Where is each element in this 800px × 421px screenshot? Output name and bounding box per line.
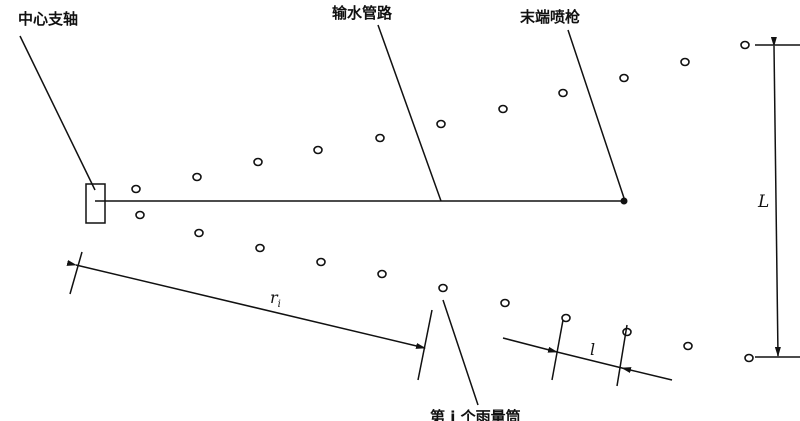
radius-subscript: i: [277, 299, 281, 311]
rain-gauge-marker: [253, 157, 263, 167]
pipe-leader: [377, 24, 442, 202]
rain-gauge-marker: [316, 257, 326, 267]
rain-gauge-marker: [192, 172, 202, 182]
rain-gauge-marker: [622, 327, 632, 337]
rain-gauge-marker: [500, 298, 510, 308]
rain-gauge-marker: [313, 145, 323, 155]
rain-gauge-marker: [131, 184, 141, 194]
rain-gauge-marker: [375, 133, 385, 143]
center-pivot-box: [85, 183, 106, 224]
rain-gauge-marker: [498, 104, 508, 114]
radius-dimension: [66, 259, 426, 349]
water-pipe-label: 输水管路: [332, 4, 393, 22]
rain-gauge-marker: [438, 283, 448, 293]
length-dimension: [770, 36, 781, 357]
length-symbol: L: [758, 192, 770, 212]
center-pivot-label: 中心支轴: [18, 10, 79, 28]
spacing-symbol: l: [590, 340, 596, 359]
radius-tick-left: [69, 251, 83, 295]
gauge-leader: [442, 299, 479, 406]
end-gun-dot: [620, 197, 628, 205]
rain-gauge-marker: [377, 269, 387, 279]
spacing-tick-1: [551, 319, 564, 381]
spacing-dimension-left: [502, 337, 558, 353]
rain-gauge-marker: [740, 40, 750, 50]
rain-gauge-label: 第 i 个雨量筒: [430, 408, 521, 421]
rain-gauge-marker: [561, 313, 571, 323]
rain-gauge-marker: [194, 228, 204, 238]
end-gun-label: 末端喷枪: [520, 8, 581, 26]
rain-gauge-marker: [683, 341, 693, 351]
rain-gauge-marker: [135, 210, 145, 220]
rain-gauge-marker: [436, 119, 446, 129]
rain-gauge-marker: [680, 57, 690, 67]
rain-gauge-marker: [558, 88, 568, 98]
rain-gauge-marker: [619, 73, 629, 83]
pivot-leader: [19, 35, 96, 191]
radius-tick-right: [417, 309, 433, 381]
radius-symbol: ri: [270, 288, 281, 310]
radius-letter: r: [270, 288, 278, 307]
rain-gauge-marker: [744, 353, 754, 363]
end-gun-leader: [567, 29, 625, 199]
spacing-tick-2: [616, 324, 628, 387]
rain-gauge-marker: [255, 243, 265, 253]
spacing-dimension-mid: [556, 351, 623, 369]
spacing-dimension-right: [621, 367, 673, 381]
